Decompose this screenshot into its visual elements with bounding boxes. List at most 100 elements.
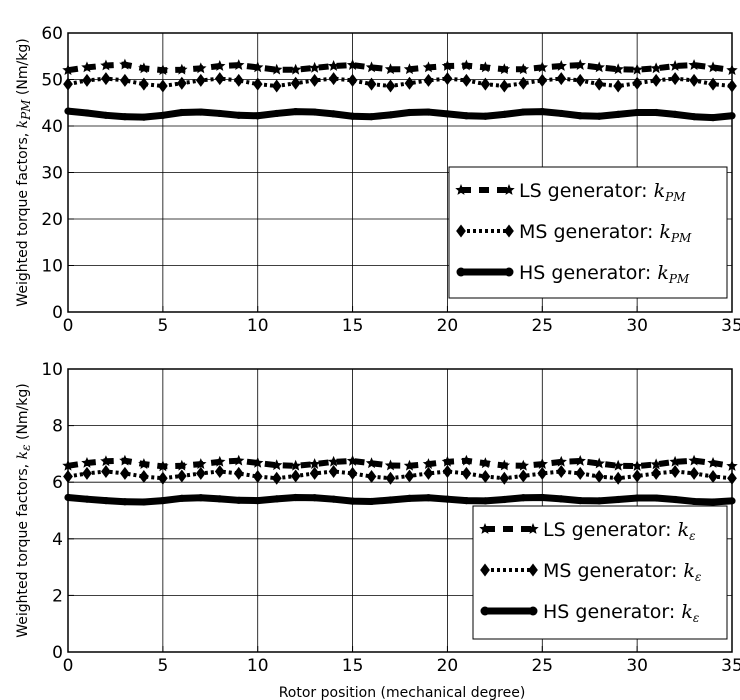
data-point [556, 72, 566, 85]
data-point [197, 108, 204, 115]
data-point [310, 74, 320, 87]
x-tick-label: 30 [626, 316, 648, 336]
legend-entry-label: LS generator: kPM [519, 180, 686, 204]
data-point [650, 62, 661, 73]
data-point [634, 109, 641, 116]
data-point [499, 472, 509, 485]
data-point [215, 72, 225, 85]
data-point [499, 80, 509, 93]
data-point [689, 74, 699, 87]
legend-entry-prefix: MS generator: [519, 221, 659, 243]
series-dashed-star [62, 59, 737, 75]
y-tick-label: 6 [52, 473, 63, 493]
y-axis-label: Weighted torque factors, kε (Nm/kg) [15, 383, 33, 637]
data-point [101, 465, 111, 478]
data-point [233, 59, 244, 70]
data-point [670, 72, 680, 85]
y-tick-label: 0 [52, 303, 63, 323]
legend-entry-prefix: LS generator: [543, 519, 678, 541]
data-point [405, 469, 415, 482]
x-tick-label: 10 [247, 656, 269, 676]
data-point [291, 469, 301, 482]
x-tick-label: 25 [531, 316, 553, 336]
data-point [216, 110, 223, 117]
data-point [102, 112, 109, 119]
data-point [596, 497, 603, 504]
data-point [596, 113, 603, 120]
data-point [709, 498, 716, 505]
x-tick-label: 25 [531, 656, 553, 676]
data-point [273, 110, 280, 117]
data-point [669, 60, 680, 71]
legend-swatch-marker [457, 268, 466, 277]
legend-entry-subscript: ε [689, 529, 695, 543]
data-point [651, 74, 661, 87]
y-axis-label-prefix: Weighted torque factors, [15, 128, 31, 306]
data-point [101, 72, 111, 85]
x-tick-label: 35 [721, 316, 740, 336]
data-point [348, 467, 358, 480]
data-point [100, 455, 111, 466]
data-point [482, 497, 489, 504]
data-point [81, 61, 92, 72]
data-point [196, 74, 206, 87]
x-tick-label: 20 [437, 316, 459, 336]
x-tick-label: 5 [157, 316, 168, 336]
data-point [348, 74, 358, 87]
legend-entry-label: MS generator: kPM [519, 221, 692, 245]
legend-swatch-marker [505, 268, 514, 277]
y-axis-label-unit: (Nm/kg) [15, 383, 31, 444]
data-point [501, 496, 508, 503]
data-point [253, 470, 263, 483]
data-point [671, 496, 678, 503]
series-line [68, 111, 732, 118]
data-point [634, 494, 641, 501]
series-thick-solid [64, 494, 735, 506]
data-point [518, 469, 528, 482]
legend-entry-prefix: HS generator: [519, 262, 657, 284]
data-point [197, 494, 204, 501]
data-point [215, 465, 225, 478]
data-point [670, 465, 680, 478]
legend-swatch-marker [481, 607, 490, 616]
data-point [462, 467, 472, 480]
data-point [100, 60, 111, 71]
legend-entry-subscript: PM [668, 272, 690, 286]
data-point [140, 498, 147, 505]
data-point [613, 80, 623, 93]
data-point [575, 467, 585, 480]
y-axis-label-symbol: k [15, 120, 31, 128]
data-point [177, 77, 187, 90]
data-point [443, 72, 453, 85]
data-point [176, 64, 187, 75]
data-point [120, 467, 130, 480]
data-point [689, 467, 699, 480]
data-point [424, 74, 434, 87]
data-point [518, 460, 529, 471]
y-tick-label: 8 [52, 417, 63, 437]
data-point [423, 61, 434, 72]
data-point [102, 497, 109, 504]
series-dashed-star [62, 455, 737, 472]
data-point [254, 112, 261, 119]
y-tick-label: 2 [52, 586, 63, 606]
data-point [196, 467, 206, 480]
y-axis-label-prefix: Weighted torque factors, [15, 459, 31, 637]
data-point [386, 472, 396, 485]
series-line [68, 471, 732, 478]
legend-entry-symbol: k [681, 601, 693, 623]
data-point [424, 467, 434, 480]
data-point [615, 111, 622, 118]
x-tick-label: 0 [63, 656, 74, 676]
data-point [235, 497, 242, 504]
data-point [83, 109, 90, 116]
data-point [83, 496, 90, 503]
y-tick-label: 60 [41, 24, 63, 44]
data-point [330, 496, 337, 503]
data-point [178, 109, 185, 116]
legend-entry-prefix: MS generator: [543, 560, 683, 582]
data-point [311, 108, 318, 115]
data-point [82, 74, 92, 87]
data-point [367, 470, 377, 483]
